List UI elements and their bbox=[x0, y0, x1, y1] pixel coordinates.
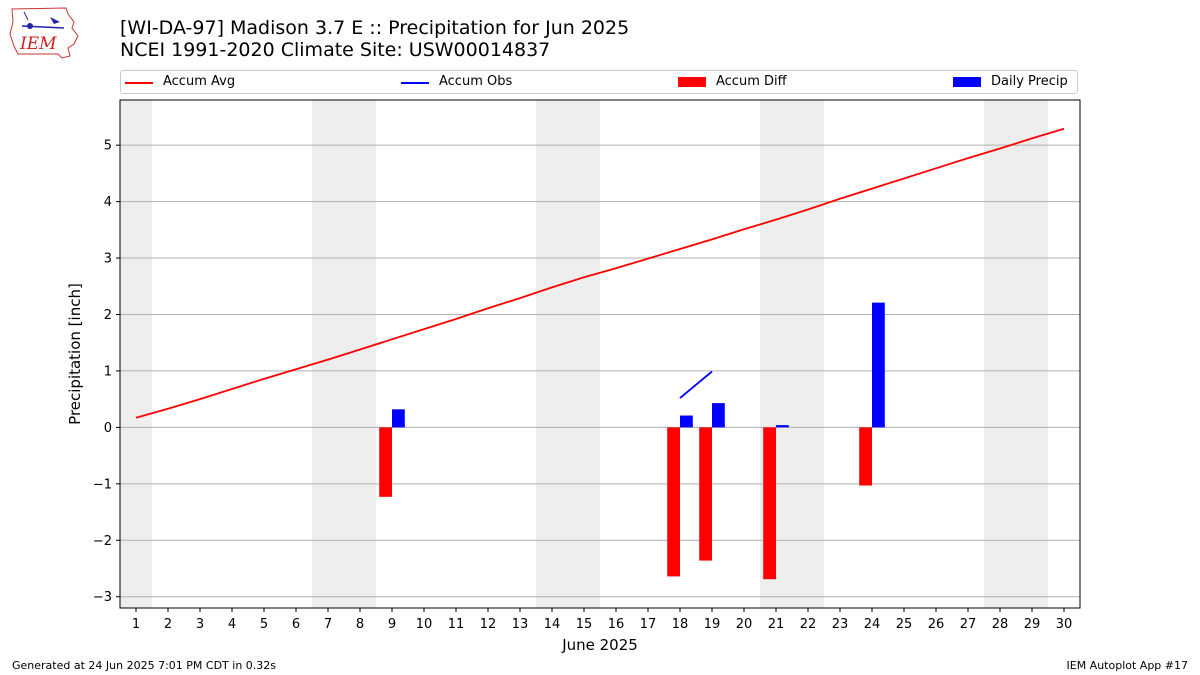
daily-precip-bar-day-9 bbox=[392, 409, 405, 428]
accum-obs-line bbox=[679, 370, 713, 399]
legend-swatch-daily-precip bbox=[953, 77, 981, 87]
x-tick-label: 25 bbox=[896, 617, 913, 632]
y-tick-label: −3 bbox=[93, 590, 112, 605]
plot-frame bbox=[119, 99, 1081, 609]
legend-label-accum-avg: Accum Avg bbox=[163, 74, 236, 89]
x-tick-label: 11 bbox=[448, 617, 465, 632]
x-tick-label: 24 bbox=[864, 617, 881, 632]
x-tick-label: 1 bbox=[132, 617, 140, 632]
weekend-shade-0 bbox=[120, 100, 152, 608]
chart-subtitle: NCEI 1991-2020 Climate Site: USW00014837 bbox=[120, 39, 551, 61]
y-tick-label: 4 bbox=[104, 195, 112, 210]
accum-diff-bar-day-9 bbox=[379, 427, 392, 497]
x-tick-label: 13 bbox=[512, 617, 529, 632]
accum-diff-bar-day-24 bbox=[859, 427, 872, 486]
x-tick-label: 10 bbox=[416, 617, 433, 632]
legend-swatch-accum-diff bbox=[678, 77, 706, 87]
x-tick-label: 16 bbox=[608, 617, 625, 632]
daily-precip-bar-day-24 bbox=[872, 302, 885, 428]
x-tick-label: 14 bbox=[544, 617, 561, 632]
legend-label-accum-diff: Accum Diff bbox=[716, 74, 787, 89]
x-tick-label: 6 bbox=[292, 617, 300, 632]
x-tick-label: 28 bbox=[992, 617, 1009, 632]
x-tick-label: 4 bbox=[228, 617, 236, 632]
accum-diff-bar-day-19 bbox=[699, 427, 712, 561]
accum-avg-line bbox=[135, 127, 1065, 419]
chart-title: [WI-DA-97] Madison 3.7 E :: Precipitatio… bbox=[120, 17, 630, 39]
x-tick-label: 5 bbox=[260, 617, 268, 632]
chart-legend: Accum Avg Accum Obs Accum Diff Daily Pre… bbox=[120, 70, 1078, 94]
x-tick-label: 26 bbox=[928, 617, 945, 632]
x-tick-label: 8 bbox=[356, 617, 364, 632]
x-tick-label: 18 bbox=[672, 617, 689, 632]
y-tick-label: −2 bbox=[93, 534, 112, 549]
x-tick-label: 19 bbox=[704, 617, 721, 632]
x-tick-label: 30 bbox=[1056, 617, 1073, 632]
daily-precip-bar-day-21 bbox=[776, 425, 789, 428]
y-tick-label: −1 bbox=[93, 477, 112, 492]
y-tick-label: 0 bbox=[104, 421, 112, 436]
x-tick-label: 12 bbox=[480, 617, 497, 632]
generated-footer: Generated at 24 Jun 2025 7:01 PM CDT in … bbox=[12, 659, 277, 672]
x-tick-label: 20 bbox=[736, 617, 753, 632]
x-tick-label: 17 bbox=[640, 617, 657, 632]
iem-logo-text: IEM bbox=[19, 34, 57, 54]
x-tick-label: 21 bbox=[768, 617, 785, 632]
weekend-shade-4 bbox=[984, 100, 1048, 608]
daily-precip-bar-day-18 bbox=[680, 415, 693, 428]
y-axis-label: Precipitation [inch] bbox=[66, 283, 84, 425]
x-tick-label: 29 bbox=[1024, 617, 1041, 632]
x-tick-label: 15 bbox=[576, 617, 593, 632]
x-tick-label: 3 bbox=[196, 617, 204, 632]
accum-diff-bar-day-18 bbox=[667, 427, 680, 577]
legend-swatch-accum-obs bbox=[401, 82, 429, 84]
legend-label-daily-precip: Daily Precip bbox=[991, 74, 1068, 89]
x-tick-label: 27 bbox=[960, 617, 977, 632]
legend-label-accum-obs: Accum Obs bbox=[439, 74, 513, 89]
daily-precip-bar-day-19 bbox=[712, 403, 725, 428]
x-tick-label: 2 bbox=[164, 617, 172, 632]
x-tick-label: 22 bbox=[800, 617, 817, 632]
y-tick-label: 1 bbox=[104, 364, 112, 379]
weekend-shade-2 bbox=[536, 100, 600, 608]
x-axis-label: June 2025 bbox=[561, 636, 638, 654]
legend-swatch-accum-avg bbox=[125, 82, 153, 84]
x-tick-label: 9 bbox=[388, 617, 396, 632]
accum-diff-bar-day-21 bbox=[763, 427, 776, 580]
y-tick-label: 5 bbox=[104, 139, 112, 154]
x-tick-label: 7 bbox=[324, 617, 332, 632]
y-tick-label: 2 bbox=[104, 308, 112, 323]
iem-logo: IEM bbox=[8, 6, 82, 60]
app-footer: IEM Autoplot App #17 bbox=[1066, 659, 1189, 672]
x-tick-label: 23 bbox=[832, 617, 849, 632]
y-tick-label: 3 bbox=[104, 252, 112, 267]
